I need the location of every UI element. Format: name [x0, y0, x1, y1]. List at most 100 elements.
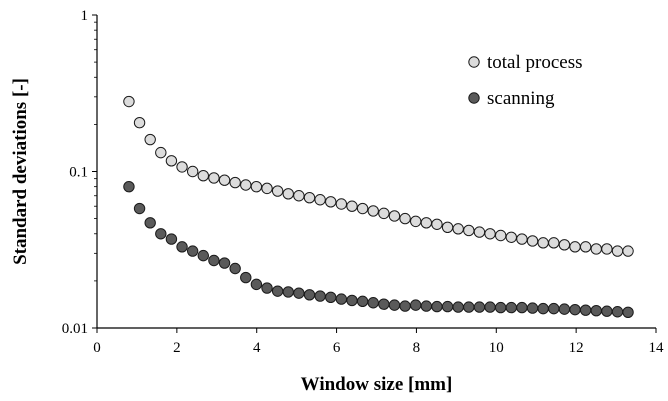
data-point — [165, 155, 178, 167]
x-tick-label: 2 — [173, 340, 181, 356]
data-point — [250, 180, 263, 193]
data-point — [186, 245, 199, 257]
series-scanning — [123, 180, 634, 318]
data-point — [155, 146, 167, 159]
data-point — [441, 300, 454, 313]
data-point — [484, 228, 496, 240]
data-point — [335, 198, 348, 210]
y-axis-ticks: 0.01 0.1 1 — [62, 8, 97, 337]
data-point — [611, 245, 624, 257]
data-point — [420, 300, 433, 312]
data-point — [133, 202, 146, 215]
legend: total process scanning — [468, 52, 583, 109]
data-point — [335, 293, 348, 305]
data-point — [240, 179, 252, 191]
x-tick-label: 6 — [333, 340, 341, 356]
data-point — [463, 301, 475, 313]
data-point — [388, 299, 401, 311]
y-tick-label: 0.01 — [62, 321, 88, 337]
data-point — [346, 200, 358, 212]
data-point — [431, 300, 443, 313]
data-point — [548, 237, 560, 249]
data-point — [378, 298, 390, 310]
data-point — [622, 245, 634, 257]
data-point — [452, 301, 464, 313]
data-point — [505, 231, 517, 243]
data-point — [314, 290, 326, 302]
data-point — [494, 229, 507, 242]
data-point — [537, 302, 549, 315]
data-point — [622, 306, 634, 318]
data-point — [388, 210, 401, 222]
data-point — [452, 223, 464, 235]
data-point — [346, 294, 358, 307]
data-point — [548, 302, 560, 315]
data-point — [463, 224, 475, 237]
data-point — [601, 305, 613, 317]
data-point — [558, 239, 571, 251]
y-tick-label: 1 — [81, 8, 89, 24]
data-point — [197, 170, 209, 182]
data-point — [505, 301, 517, 314]
data-point — [537, 237, 549, 249]
data-point — [356, 295, 369, 308]
x-tick-label: 8 — [413, 340, 421, 356]
data-point — [293, 190, 305, 202]
data-point — [473, 301, 486, 313]
data-point — [123, 95, 135, 108]
data-point — [240, 271, 252, 284]
data-point — [484, 301, 496, 313]
data-point — [601, 243, 613, 255]
data-point — [367, 297, 379, 309]
data-point — [516, 233, 528, 245]
data-point — [399, 212, 411, 225]
data-point — [282, 286, 294, 298]
data-point — [399, 300, 411, 312]
data-point — [186, 165, 199, 178]
data-point — [569, 303, 581, 316]
data-point — [218, 257, 231, 269]
data-point — [176, 161, 188, 173]
data-point — [590, 304, 602, 317]
data-point — [208, 172, 220, 184]
data-point — [293, 287, 305, 299]
y-axis-title: Standard deviations [-] — [10, 78, 31, 265]
data-point — [271, 285, 284, 297]
x-tick-label: 0 — [93, 340, 101, 356]
data-point — [473, 226, 486, 238]
data-point — [303, 192, 316, 204]
data-point — [165, 233, 178, 245]
data-point — [579, 304, 592, 316]
data-point — [261, 182, 273, 195]
legend-label: total process — [487, 52, 583, 73]
data-point — [176, 241, 188, 253]
data-points — [123, 95, 634, 318]
series-total-process — [123, 95, 634, 257]
data-point — [155, 228, 167, 240]
data-point — [611, 306, 624, 318]
data-point — [229, 176, 241, 189]
data-point — [367, 205, 379, 217]
data-point — [590, 243, 602, 255]
data-point — [325, 196, 337, 208]
data-point — [123, 180, 135, 193]
data-point — [516, 301, 528, 314]
data-point — [144, 217, 156, 229]
data-point — [431, 218, 443, 230]
data-point — [420, 217, 433, 229]
legend-marker — [468, 92, 480, 104]
x-tick-label: 10 — [489, 340, 504, 356]
data-point — [441, 221, 454, 233]
data-point — [144, 133, 156, 146]
data-point — [271, 185, 284, 197]
data-point — [261, 282, 273, 294]
x-axis-ticks: 0 2 4 6 8 10 12 14 — [93, 328, 664, 356]
data-point — [250, 278, 263, 291]
data-point — [494, 301, 507, 314]
data-point — [569, 241, 581, 253]
x-tick-label: 14 — [649, 340, 665, 356]
data-point — [356, 202, 369, 215]
x-tick-label: 12 — [569, 340, 584, 356]
